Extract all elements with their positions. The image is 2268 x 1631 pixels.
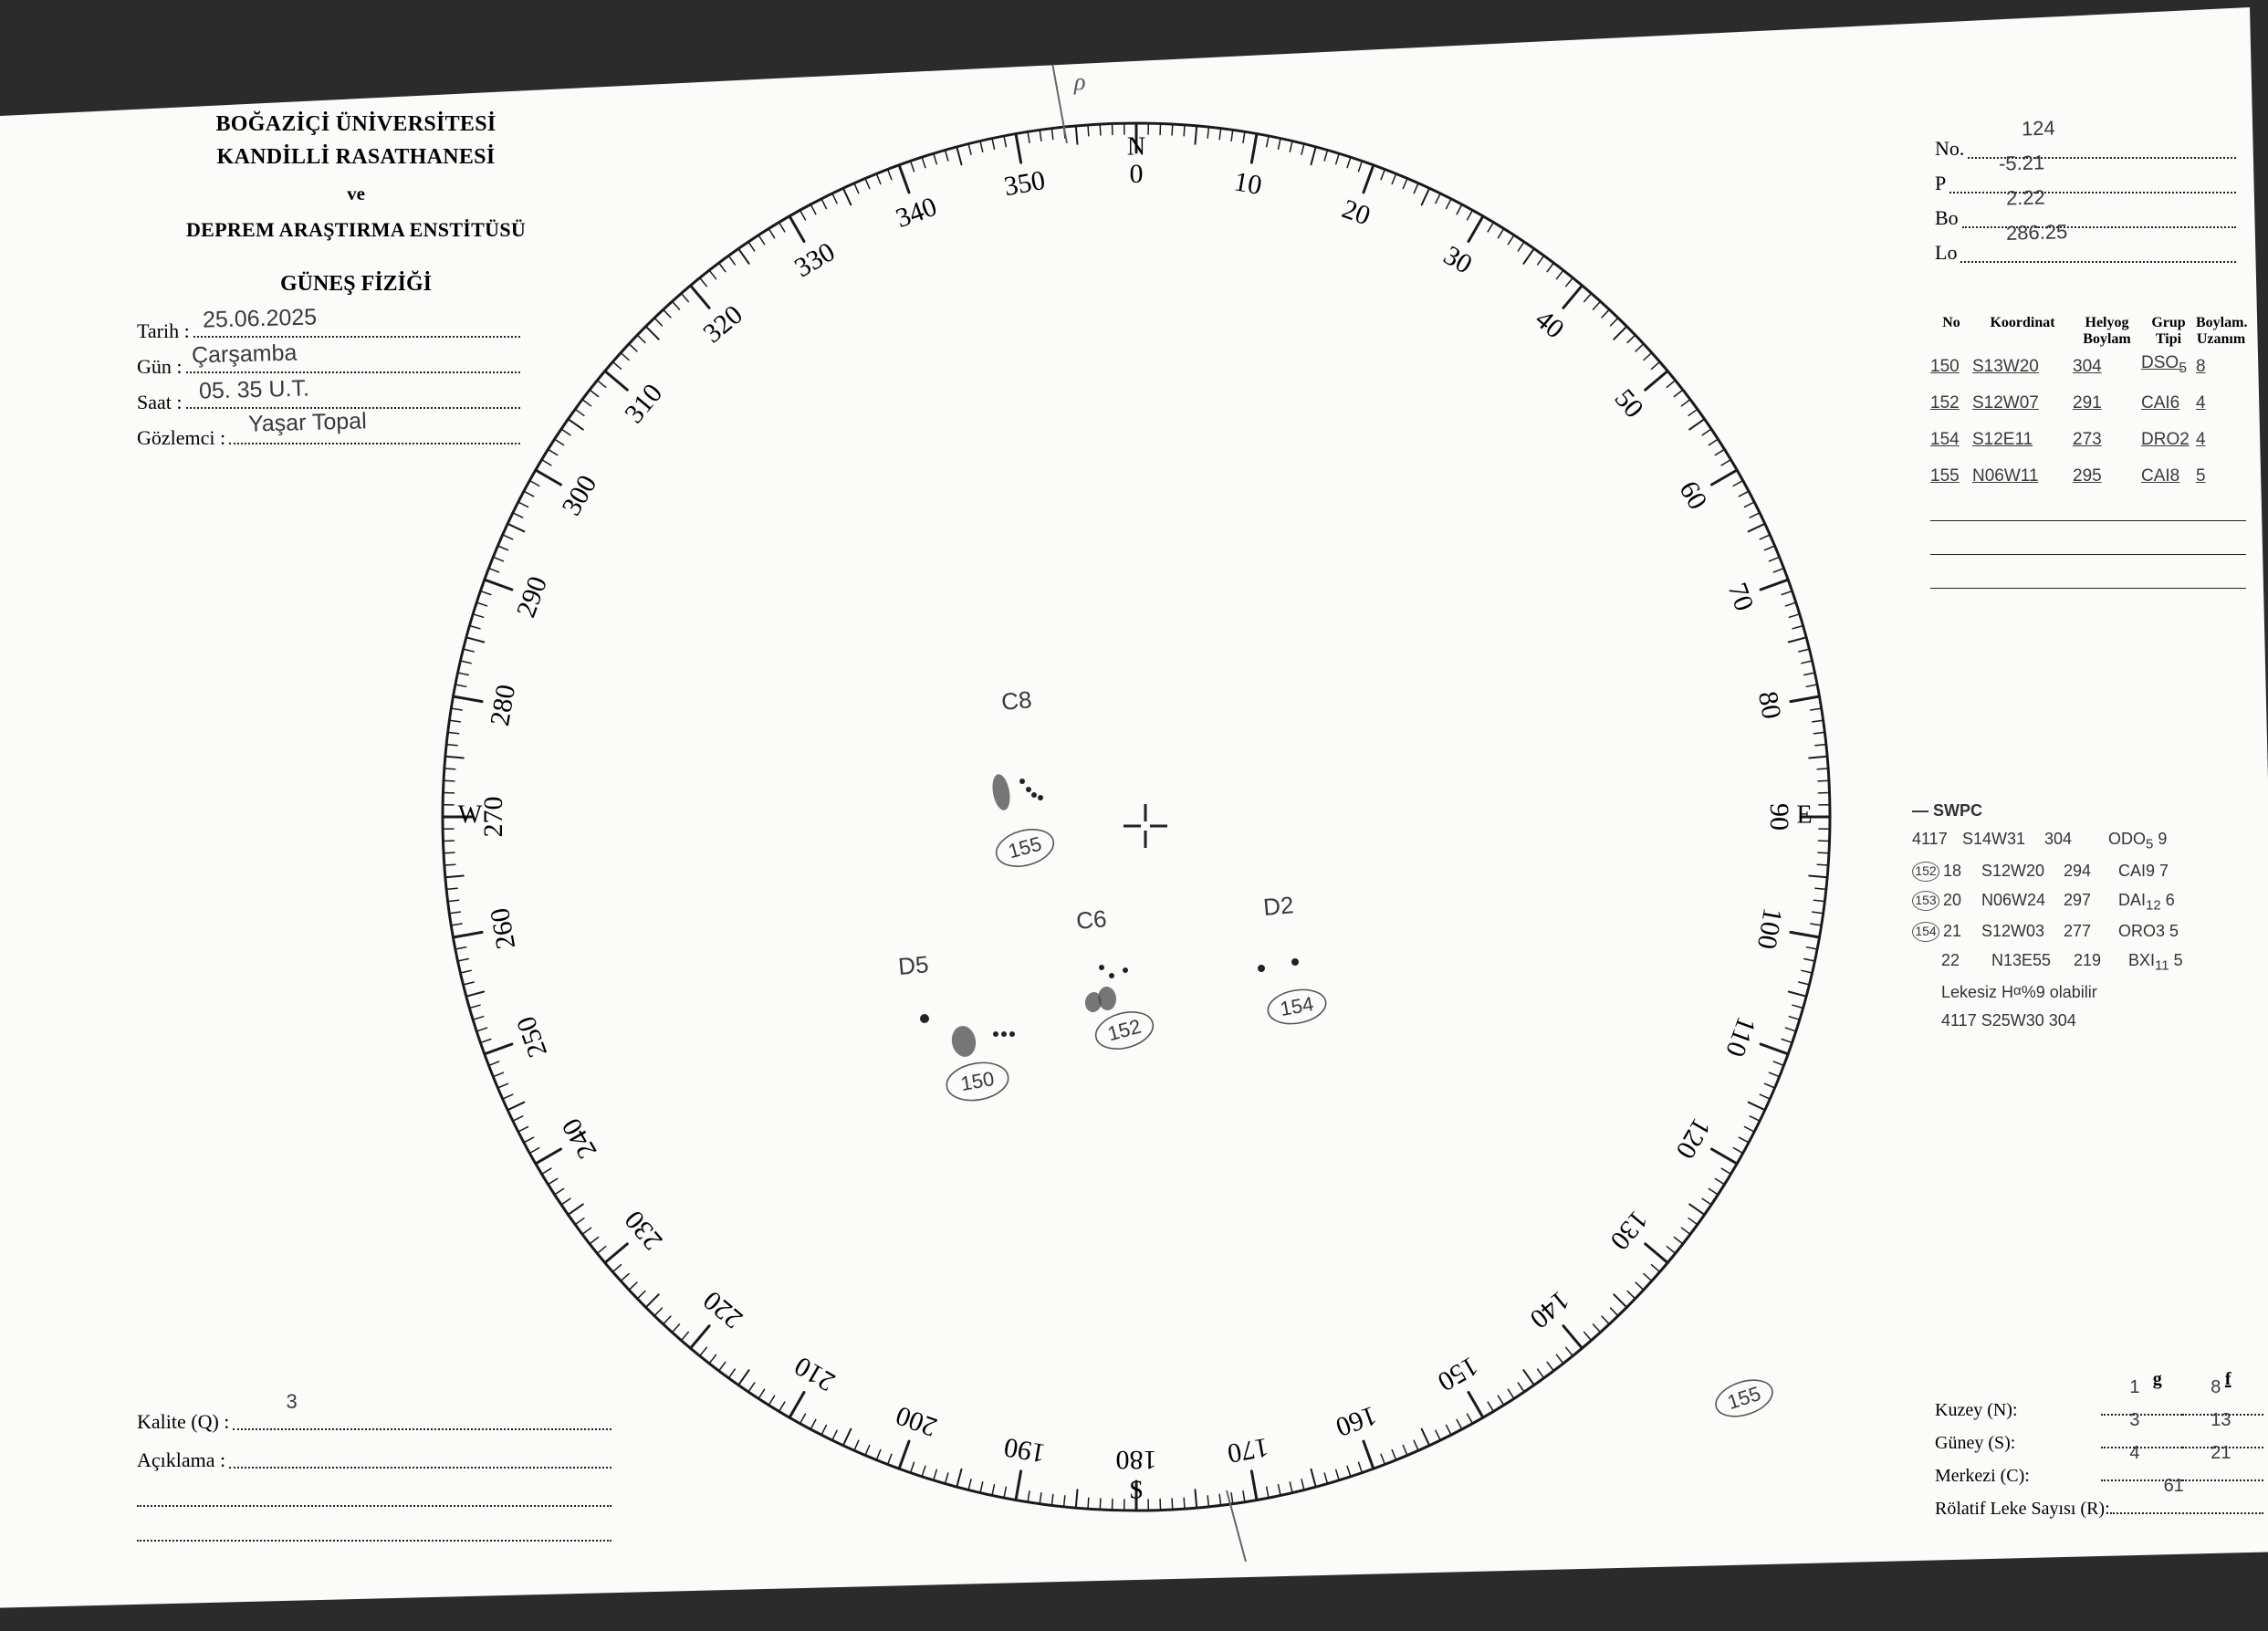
svg-text:210: 210: [789, 1351, 840, 1397]
svg-text:154: 154: [1279, 992, 1316, 1020]
svg-text:30: 30: [1438, 240, 1477, 280]
svg-text:160: 160: [1332, 1400, 1381, 1442]
svg-text:340: 340: [892, 192, 941, 234]
svg-text:40: 40: [1530, 304, 1570, 345]
svg-text:D5: D5: [897, 950, 930, 980]
svg-text:60: 60: [1673, 476, 1713, 514]
svg-text:152: 152: [1105, 1015, 1144, 1046]
svg-text:280: 280: [485, 683, 521, 728]
svg-text:10: 10: [1232, 166, 1264, 201]
svg-text:120: 120: [1670, 1113, 1717, 1164]
svg-text:20: 20: [1338, 193, 1374, 231]
svg-text:70: 70: [1722, 579, 1760, 614]
svg-text:150: 150: [959, 1067, 997, 1095]
svg-text:140: 140: [1524, 1285, 1575, 1334]
svg-text:220: 220: [697, 1285, 748, 1334]
svg-text:200: 200: [892, 1400, 941, 1442]
svg-text:190: 190: [1002, 1432, 1048, 1469]
svg-text:E: E: [1796, 800, 1812, 829]
svg-text:110: 110: [1719, 1013, 1761, 1061]
svg-text:100: 100: [1751, 905, 1788, 951]
svg-text:310: 310: [619, 378, 668, 429]
svg-text:ρ: ρ: [1073, 68, 1085, 95]
svg-text:270: 270: [478, 797, 508, 838]
svg-text:150: 150: [1433, 1351, 1483, 1397]
svg-text:W: W: [458, 800, 483, 829]
svg-text:N: N: [1127, 132, 1145, 161]
svg-text:180: 180: [1116, 1445, 1157, 1475]
svg-text:170: 170: [1225, 1432, 1270, 1469]
svg-text:C8: C8: [1000, 685, 1033, 716]
svg-text:0: 0: [1130, 159, 1144, 189]
svg-text:90: 90: [1764, 803, 1794, 831]
svg-text:250: 250: [511, 1012, 553, 1061]
svg-text:230: 230: [619, 1205, 668, 1256]
svg-text:240: 240: [556, 1113, 602, 1164]
svg-text:C6: C6: [1075, 904, 1108, 935]
svg-text:50: 50: [1609, 383, 1650, 423]
svg-text:80: 80: [1752, 689, 1787, 721]
svg-text:350: 350: [1002, 165, 1048, 202]
svg-text:S: S: [1129, 1476, 1144, 1504]
svg-text:320: 320: [697, 299, 748, 349]
svg-text:290: 290: [511, 572, 553, 622]
svg-text:D2: D2: [1262, 891, 1295, 921]
svg-text:130: 130: [1604, 1205, 1654, 1256]
svg-text:155: 155: [1006, 832, 1044, 863]
svg-text:260: 260: [485, 905, 521, 951]
svg-text:300: 300: [556, 470, 602, 520]
svg-text:330: 330: [789, 236, 840, 283]
